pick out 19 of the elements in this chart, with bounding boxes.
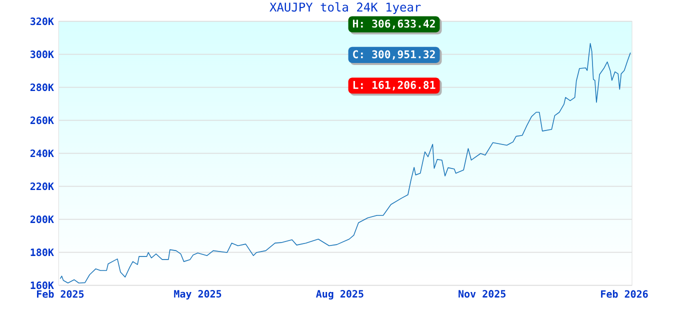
annotation: C: 300,951.32 <box>353 50 435 60</box>
y-tick-label: 260K <box>30 116 54 124</box>
x-tick-label: Nov 2025 <box>458 290 506 298</box>
annotation: H: 306,633.42 <box>352 20 435 29</box>
y-tick-label: 240K <box>30 150 54 158</box>
y-tick-label: 280K <box>30 84 54 92</box>
y-tick-label: 220K <box>30 182 54 190</box>
y-tick-label: 300K <box>30 50 54 58</box>
y-tick-label: 180K <box>30 248 54 256</box>
x-tick-label: Feb 2026 <box>601 290 648 298</box>
y-tick-label: 160K <box>30 282 54 290</box>
chart-title: XAUJPY tola 24K 1year <box>270 2 421 14</box>
y-tick-label: 200K <box>30 216 54 224</box>
y-tick-label: 320K <box>30 18 54 26</box>
annotation: L: 161,206.81 <box>353 80 436 90</box>
x-tick-label: Feb 2025 <box>37 290 84 298</box>
x-tick-label: Aug 2025 <box>316 290 364 300</box>
x-tick-label: May 2025 <box>174 290 222 300</box>
line-series <box>60 43 631 284</box>
